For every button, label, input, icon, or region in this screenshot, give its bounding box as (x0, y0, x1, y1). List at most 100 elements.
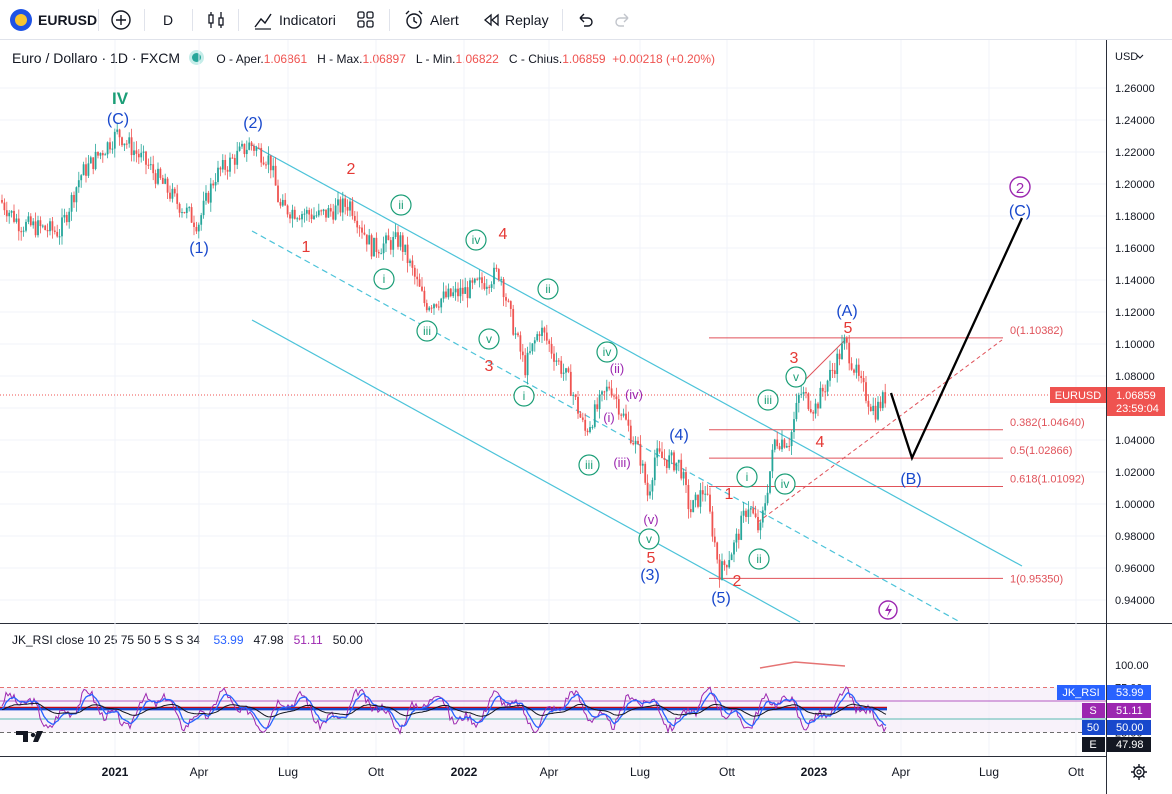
candle-body (800, 393, 803, 395)
divider (144, 9, 145, 31)
candle-body (812, 412, 815, 414)
candle-body (46, 229, 49, 232)
symbol-logo-icon (10, 9, 32, 31)
candle-body (269, 155, 272, 171)
price-tick-label: 1.26000 (1115, 83, 1155, 95)
candle-body (39, 220, 42, 227)
add-symbol-button[interactable] (110, 0, 132, 40)
candle-body (169, 192, 171, 199)
market-status-icon (192, 53, 202, 62)
candle-body (560, 360, 563, 374)
gear-icon[interactable] (1131, 764, 1147, 780)
candle-body (351, 201, 354, 216)
candle-body (855, 364, 858, 373)
candle-body (317, 210, 320, 216)
candle-body (689, 509, 692, 513)
wave-label-w4: (4) (669, 427, 689, 444)
candle-body (773, 439, 776, 450)
symbol-button[interactable]: EURUSD (10, 0, 97, 40)
candle-body (565, 368, 567, 373)
replay-button[interactable]: Replay (482, 0, 549, 40)
candle-body (670, 452, 673, 456)
currency-label[interactable]: USD (1115, 51, 1138, 63)
candle-body (68, 211, 71, 223)
candle-body (641, 463, 644, 466)
candle-body (224, 160, 227, 170)
rsi-e-value-badge (1107, 737, 1151, 752)
candle-body (5, 210, 8, 217)
candle-body (884, 392, 887, 404)
candle-body (341, 198, 344, 213)
candle-body (145, 151, 147, 165)
chart-type-button[interactable] (205, 0, 227, 40)
wave-label-A: (A) (836, 303, 857, 320)
candle-body (291, 209, 294, 219)
candle-body (221, 160, 224, 170)
candle-body (502, 279, 505, 298)
candle-body (406, 244, 409, 264)
candle-body (567, 368, 570, 372)
candle-body (233, 157, 236, 165)
minor-wave-iv: iv (465, 229, 487, 251)
minor-wave-ii2: ii (537, 278, 559, 300)
candle-body (476, 278, 479, 280)
candle-body (193, 222, 195, 227)
alert-button[interactable]: Alert (403, 0, 459, 40)
candle-body (445, 291, 447, 298)
channel-upper-line (251, 144, 1023, 567)
candle-body (123, 143, 126, 146)
candle-body (862, 378, 865, 383)
candle-body (613, 395, 615, 397)
candle-body (15, 218, 18, 222)
candle-body (277, 185, 279, 203)
candle-body (113, 131, 116, 149)
candle-body (262, 162, 265, 165)
candle-body (485, 286, 488, 289)
rsi-divergence-line (759, 661, 846, 669)
time-tick-label: Apr (190, 765, 209, 779)
chevron-down-icon[interactable] (1136, 54, 1144, 59)
candle-body (248, 142, 251, 150)
candle-body (356, 220, 359, 228)
candle-body (497, 269, 500, 280)
candle-body (217, 167, 219, 182)
wave-label-r4b: 4 (816, 434, 825, 451)
candle-body (375, 237, 378, 252)
lightning-icon[interactable] (878, 600, 898, 620)
candle-body (349, 201, 351, 211)
undo-button[interactable] (576, 0, 594, 40)
candle-body (872, 405, 875, 412)
candle-body (478, 277, 481, 280)
minor-wave-text: ii (756, 552, 761, 566)
time-tick-label: Ott (1068, 765, 1085, 779)
candle-body (70, 194, 73, 212)
rsi-value-badge-text: 53.99 (1116, 687, 1144, 699)
candle-body (874, 405, 877, 420)
fib-level-label: 0(1.10382) (1010, 325, 1063, 337)
wave-label-IV: IV (112, 89, 129, 108)
trend-channel (251, 144, 1023, 623)
candle-body (809, 409, 812, 413)
price-tick-label: 0.96000 (1115, 563, 1155, 575)
price-axis[interactable]: 1.26000 1.24000 1.22000 1.20000 1.18000 1.160… (1115, 83, 1155, 607)
redo-button[interactable] (614, 0, 632, 40)
alarm-clock-icon (405, 10, 423, 29)
candle-body (627, 419, 630, 426)
price-tick-label: 1.08000 (1115, 371, 1155, 383)
time-tick-label: Ott (719, 765, 736, 779)
candle-body (152, 164, 155, 174)
indicators-button[interactable]: Indicatori (252, 0, 336, 40)
time-axis[interactable]: 2021 Apr Lug Ott 2022 Apr Lug Ott 2023 Apr Lug Ott (102, 765, 1085, 779)
candle-body (649, 491, 651, 496)
candle-body (843, 337, 846, 344)
candle-body (814, 403, 817, 414)
candle-body (320, 210, 323, 212)
candle-body (89, 157, 92, 164)
minor-wave-text: iv (472, 233, 481, 247)
interval-button[interactable]: D (163, 0, 173, 40)
layouts-button[interactable] (356, 0, 376, 40)
candle-body (569, 371, 572, 396)
price-tick-label: 1.14000 (1115, 275, 1155, 287)
candle-body (195, 226, 198, 232)
